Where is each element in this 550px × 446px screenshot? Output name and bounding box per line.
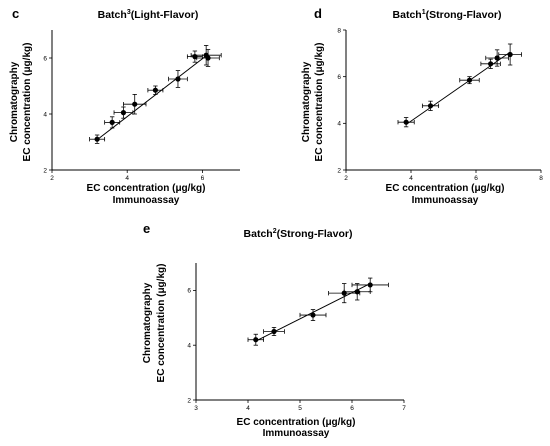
panel-letter-e: e [143,221,150,236]
chart-c-data-point [132,101,138,107]
chart-d-y-tick-label: 6 [337,74,341,81]
chart-d-data-point [427,103,434,109]
panel-d-title-suffix: (Strong-Flavor) [426,9,502,21]
chart-e-ylabel-line1: Chromatography [142,282,153,363]
chart-e-plot: 3 4 5 6 7 2 4 6 [187,263,406,412]
panel-d-title-prefix: Batch [393,9,422,21]
panel-c-title-suffix: (Light-Flavor) [131,9,199,21]
chart-d-ylabel-line2: EC concentration (μg/kg) [314,43,325,162]
chart-e-x-tick-label: 3 [194,405,198,412]
chart-d-ylabel-line1: Chromatography [301,61,312,142]
chart-c-data-point [109,119,115,125]
chart-c-ylabel-line2: EC concentration (μg/kg) [22,43,33,162]
chart-e-data-point [310,312,316,318]
chart-e-x-tick-label: 5 [298,405,302,412]
chart-c-data-point [175,76,181,82]
chart-c-y-tick-label: 6 [43,55,47,62]
panel-d-title: Batch1(Strong-Flavor) [393,9,502,21]
chart-c-plot: 2 4 6 2 4 6 [43,30,240,182]
chart-d-plot: 2 4 6 8 2 4 6 8 [337,27,543,182]
panel-letter-c: c [12,6,19,21]
panel-c-title-prefix: Batch [98,9,127,21]
chart-d-x-tick-label: 6 [474,175,478,182]
chart-c-xlabel-line1: EC concentration (μg/kg) [87,183,206,194]
chart-d-data-point [507,51,513,58]
panel-d: d Batch1(Strong-Flavor) 2 4 6 8 2 4 6 8 EC conc… [301,6,543,206]
panel-e-title-prefix: Batch [244,228,273,240]
chart-d-xlabel-line2: Immunoassay [412,195,479,206]
panel-e-title: Batch2(Strong-Flavor) [244,228,353,240]
chart-c-fit-line [96,53,209,141]
chart-d-x-tick-label: 8 [539,175,543,182]
panel-c: c Batch3(Light-Flavor) 2 4 6 2 4 6 EC concent… [9,6,240,206]
chart-e-data-point [253,337,259,343]
chart-e-y-tick-label: 4 [187,343,191,350]
panel-letter-d: d [314,6,322,21]
panel-d-title-sup: 1 [422,9,426,16]
chart-e-data-point [271,328,277,335]
chart-d-xlabel-line1: EC concentration (μg/kg) [386,183,505,194]
panel-e-title-suffix: (Strong-Flavor) [277,228,353,240]
chart-e-x-tick-label: 6 [350,405,354,412]
chart-e-y-tick-label: 2 [187,397,191,404]
chart-e-y-tick-label: 6 [187,288,191,295]
chart-c-xlabel-line2: Immunoassay [113,195,180,206]
chart-c-y-tick-label: 2 [43,167,47,174]
chart-e-xlabel-line1: EC concentration (μg/kg) [237,417,356,428]
panel-c-title: Batch3(Light-Flavor) [98,9,199,21]
chart-c-data-point [152,87,158,93]
chart-d-y-tick-label: 2 [337,167,341,174]
chart-d-data-point [488,61,494,67]
chart-c-x-tick-label: 6 [201,175,205,182]
chart-c-data-point [120,110,127,116]
chart-e-ylabel-line2: EC concentration (μg/kg) [156,264,167,383]
panel-c-title-sup: 3 [127,9,131,16]
chart-c-x-tick-label: 4 [125,175,129,182]
chart-c-data-point [94,136,100,142]
chart-d-x-tick-label: 4 [409,175,413,182]
chart-c-x-tick-label: 2 [50,175,54,182]
chart-d-x-tick-label: 2 [344,175,348,182]
chart-d-data-point [403,119,409,125]
chart-c-data-point [205,55,211,61]
chart-d-fit-line [405,51,511,125]
chart-c-y-tick-label: 4 [43,111,47,118]
chart-e-data-point [354,289,360,295]
chart-e-xlabel-line2: Immunoassay [263,428,330,439]
panel-e-title-sup: 2 [273,228,277,235]
chart-d-y-tick-label: 4 [337,121,341,128]
chart-d-data-point [466,77,473,83]
chart-c-ylabel-line1: Chromatography [9,61,20,142]
chart-e-data-point [367,282,373,288]
chart-e-x-tick-label: 7 [402,405,406,412]
chart-d-y-tick-label: 8 [337,27,341,34]
chart-e-x-tick-label: 4 [246,405,250,412]
